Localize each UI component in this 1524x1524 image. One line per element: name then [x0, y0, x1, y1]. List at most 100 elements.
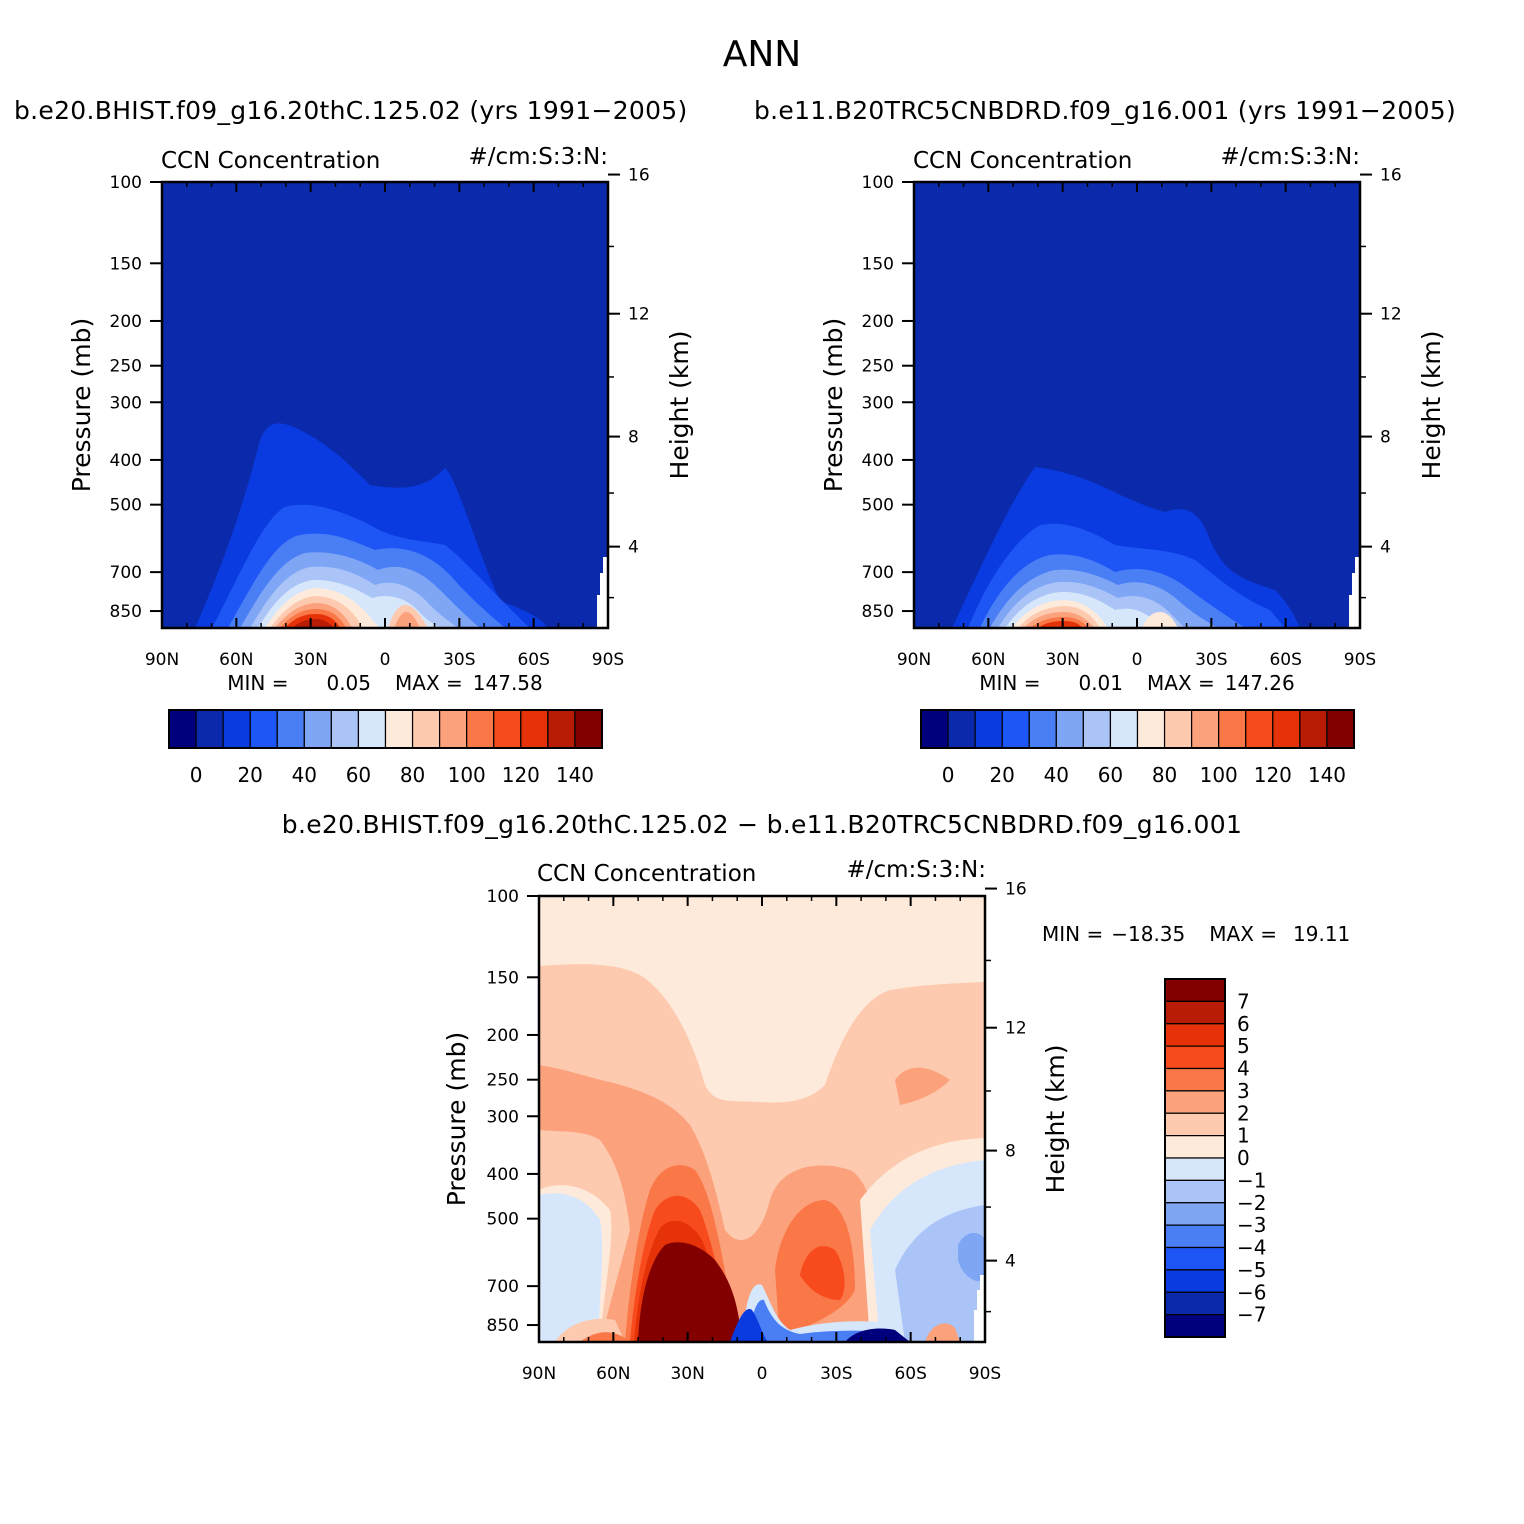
- colorbar-swatch: [168, 709, 197, 749]
- colorbar-swatch: [222, 709, 251, 749]
- y-tick-label: 400: [862, 451, 894, 471]
- colorbar-swatch: [1326, 709, 1355, 749]
- difference-title: b.e20.BHIST.f09_g16.20thC.125.02 − b.e11…: [281, 810, 1243, 839]
- colorbar-label: −6: [1237, 1280, 1266, 1304]
- y-tick-label: 700: [862, 563, 894, 583]
- x-tick-label: 90N: [522, 1364, 556, 1384]
- y-right-tick-label: 8: [628, 428, 639, 448]
- colorbar-swatch: [1164, 1224, 1226, 1249]
- y-right-tick-label: 8: [1005, 1142, 1016, 1162]
- colorbar-swatch: [1109, 709, 1139, 749]
- x-tick-label: 90N: [897, 650, 931, 670]
- x-tick-label: 60S: [517, 650, 549, 670]
- diff-contour-field: [539, 896, 985, 1342]
- y-tick-label: 150: [862, 254, 894, 274]
- colorbar-label: 5: [1237, 1034, 1250, 1058]
- colorbar-label: 80: [1152, 763, 1177, 787]
- colorbar-swatch: [439, 709, 468, 749]
- colorbar-swatch: [1164, 1314, 1226, 1338]
- y-tick-label: 500: [487, 1210, 519, 1230]
- x-tick-label: 90N: [145, 650, 179, 670]
- run2-contour-band: [1349, 557, 1360, 628]
- colorbar-frame: [1164, 978, 1226, 1338]
- diff-axes: 90N 60N 30N 0 30S 60S 90S 100 150 200 250 300 400 500…: [487, 880, 1027, 1384]
- colorbar-frame: [168, 709, 603, 749]
- y-tick-label: 850: [862, 602, 894, 622]
- diff-contour-band: [974, 1275, 985, 1342]
- run1-contour-field: [162, 182, 608, 628]
- x-tick-label: 30S: [1195, 650, 1227, 670]
- colorbar-label: 2: [1237, 1101, 1250, 1125]
- run2-contour-field: [914, 182, 1360, 628]
- y-tick-label: 400: [487, 1165, 519, 1185]
- colorbar-label: 4: [1237, 1057, 1250, 1081]
- colorbar-swatch: [276, 709, 305, 749]
- colorbar-swatch: [974, 709, 1003, 749]
- diff-subtitle-left: CCN Concentration: [537, 861, 756, 887]
- run1-stats: MIN = 0.05 MAX = 147.58: [227, 671, 543, 695]
- colorbar-swatch: [1055, 709, 1084, 749]
- run1-subtitle-left: CCN Concentration: [161, 148, 380, 174]
- y-right-tick-label: 4: [1380, 538, 1391, 558]
- colorbar-label: 7: [1237, 989, 1250, 1013]
- colorbar-frame: [920, 709, 1355, 749]
- colorbar-swatch: [466, 709, 495, 749]
- figure-title: ANN: [722, 34, 802, 75]
- y-right-tick-label: 12: [1380, 305, 1402, 325]
- run1-colorbar: 0 20 40 60 80 100 120 140: [168, 709, 603, 787]
- colorbar-label: 120: [1254, 763, 1292, 787]
- x-tick-label: 90S: [969, 1364, 1001, 1384]
- colorbar-swatch: [1164, 1246, 1226, 1271]
- y-tick-label: 850: [487, 1316, 519, 1336]
- diff-contour-band: [730, 1309, 768, 1342]
- colorbar-swatch: [1028, 709, 1057, 749]
- x-tick-label: 30N: [1045, 650, 1079, 670]
- run2-y-axis-right-label: Height (km): [1417, 331, 1446, 480]
- colorbar-label: 60: [346, 763, 371, 787]
- x-tick-label: 0: [380, 650, 391, 670]
- y-tick-label: 500: [110, 496, 142, 516]
- colorbar-swatch: [411, 709, 441, 749]
- y-tick-label: 150: [110, 254, 142, 274]
- colorbar-swatch: [1164, 1000, 1226, 1025]
- x-tick-label: 30N: [293, 650, 327, 670]
- x-tick-label: 30S: [820, 1364, 852, 1384]
- y-right-tick-label: 16: [1005, 880, 1027, 900]
- x-tick-label: 0: [1132, 650, 1143, 670]
- colorbar-label: 0: [190, 763, 203, 787]
- y-tick-label: 100: [487, 887, 519, 907]
- colorbar-swatch: [520, 709, 549, 749]
- colorbar-swatch: [1164, 1202, 1226, 1226]
- colorbar-swatch: [547, 709, 576, 749]
- diff-y-axis-label: Pressure (mb): [442, 1032, 471, 1206]
- colorbar-swatch: [1164, 1112, 1226, 1137]
- colorbar-label: 100: [448, 763, 486, 787]
- run2-contour-band: [1142, 612, 1178, 628]
- diff-contour-band: [958, 1233, 985, 1282]
- colorbar-swatch: [1191, 709, 1220, 749]
- y-right-tick-label: 12: [628, 305, 650, 325]
- colorbar-label: 80: [400, 763, 425, 787]
- run1-y-axis-right-label: Height (km): [665, 331, 694, 480]
- y-tick-label: 400: [110, 451, 142, 471]
- y-tick-label: 100: [110, 173, 142, 193]
- colorbar-label: 20: [237, 763, 262, 787]
- colorbar-swatch: [1164, 1179, 1226, 1204]
- y-tick-label: 700: [487, 1277, 519, 1297]
- y-right-tick-label: 4: [628, 538, 639, 558]
- colorbar-swatch: [1164, 1269, 1226, 1293]
- y-tick-label: 150: [487, 968, 519, 988]
- colorbar-swatch: [1164, 1157, 1226, 1181]
- diff-subtitle-right: #/cm:S:3:N:: [846, 857, 986, 883]
- colorbar-label: −4: [1237, 1236, 1266, 1260]
- colorbar-swatch: [195, 709, 224, 749]
- colorbar-label: −7: [1237, 1303, 1266, 1327]
- colorbar-label: 1: [1237, 1124, 1250, 1148]
- colorbar-label: −1: [1237, 1168, 1266, 1192]
- colorbar-swatch: [249, 709, 278, 749]
- run1-contour-band: [292, 619, 334, 628]
- colorbar-label: 60: [1098, 763, 1123, 787]
- diff-contour-band: [800, 1246, 845, 1300]
- colorbar-swatch: [303, 709, 332, 749]
